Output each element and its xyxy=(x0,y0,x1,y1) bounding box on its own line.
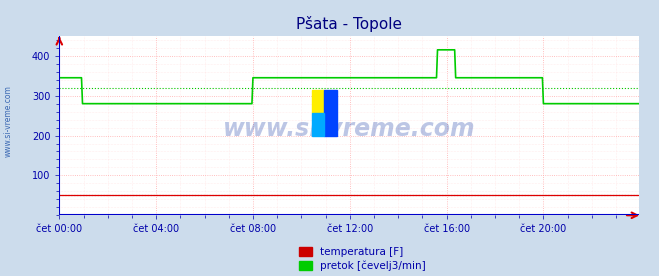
Text: www.si-vreme.com: www.si-vreme.com xyxy=(4,86,13,157)
Bar xyxy=(324,90,337,136)
Bar xyxy=(312,113,324,136)
Title: Pšata - Topole: Pšata - Topole xyxy=(297,16,402,32)
Legend: temperatura [F], pretok [čevelj3/min]: temperatura [F], pretok [čevelj3/min] xyxy=(299,247,426,271)
Bar xyxy=(312,90,324,113)
Text: www.si-vreme.com: www.si-vreme.com xyxy=(223,117,476,141)
